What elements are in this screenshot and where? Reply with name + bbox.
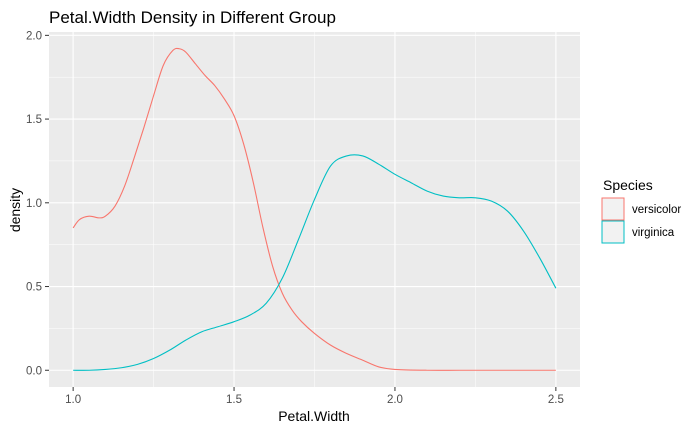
legend: Species versicolor virginica — [601, 177, 681, 244]
y-tick-label: 0.5 — [26, 282, 42, 294]
x-tick-label: 2.5 — [548, 394, 564, 406]
y-tick-label: 1.5 — [26, 114, 42, 126]
series-line-versicolor — [72, 47, 556, 371]
grid-lines — [49, 32, 580, 387]
y-axis-title: density — [7, 188, 23, 232]
density-lines — [72, 47, 557, 371]
y-tick-label: 2.0 — [26, 30, 42, 42]
x-axis-title: Petal.Width — [278, 408, 350, 424]
legend-key-versicolor — [601, 197, 625, 221]
x-tick-label: 2.0 — [387, 394, 403, 406]
legend-title: Species — [603, 177, 653, 193]
legend-label-versicolor: versicolor — [632, 204, 681, 216]
x-tick-label: 1.5 — [226, 394, 242, 406]
legend-label-virginica: virginica — [632, 227, 675, 239]
x-axis: 1.0 1.5 2.0 2.5 — [65, 387, 564, 406]
legend-key-virginica — [601, 220, 625, 244]
x-tick-label: 1.0 — [65, 394, 81, 406]
y-axis: 0.0 0.5 1.0 1.5 2.0 — [26, 30, 49, 377]
y-tick-label: 0.0 — [26, 365, 42, 377]
y-tick-label: 1.0 — [26, 198, 42, 210]
series-line-virginica — [73, 154, 557, 371]
chart-title: Petal.Width Density in Different Group — [49, 8, 336, 27]
